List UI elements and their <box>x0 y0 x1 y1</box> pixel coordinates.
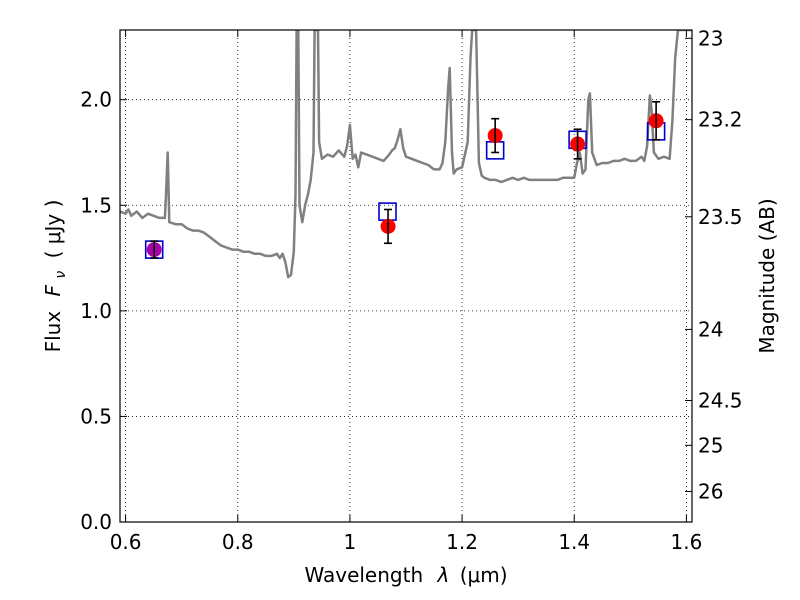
x-axis-title-symbol: λ <box>437 563 450 587</box>
mag-tick-label: 23.2 <box>698 108 743 132</box>
x-tick-label: 1.2 <box>446 530 478 554</box>
plot-frame <box>119 29 693 523</box>
grid <box>120 30 692 523</box>
y-axis-title-prefix: Flux <box>41 311 65 353</box>
x-tick-label: 1 <box>344 530 357 554</box>
y-tick-label: 0.5 <box>80 404 112 428</box>
y-tick-label: 1.0 <box>80 299 112 323</box>
y-axis-title-symbol: F <box>41 284 65 296</box>
mag-tick-label: 24 <box>698 317 723 341</box>
y-tick-label: 0.0 <box>80 510 112 534</box>
x-axis-title-unit: (μm) <box>460 563 508 587</box>
photometry-markers <box>144 100 666 259</box>
mag-tick-label: 24.5 <box>698 388 743 412</box>
x-tick-label: 0.6 <box>110 530 142 554</box>
x-axis-title: Wavelength λ (μm) <box>304 563 507 587</box>
model-spectrum <box>120 30 692 279</box>
x-tick-label: 1.4 <box>558 530 590 554</box>
y-axis-title-unit: ( μJy ) <box>41 200 65 259</box>
axis-ticks: 0.6 0.8 1 1.2 1.4 1.6 0.0 0.5 1.0 1.5 2.0 23 23.2 23.… <box>80 26 742 554</box>
spectrum-line <box>120 30 692 279</box>
mag-tick-label: 23 <box>698 26 723 50</box>
x-tick-label: 0.8 <box>222 530 254 554</box>
mag-tick-label: 23.5 <box>698 205 743 229</box>
y-tick-label: 1.5 <box>80 193 112 217</box>
mag-tick-label: 26 <box>698 479 723 503</box>
y-axis-title: Flux F ν ( μJy ) <box>41 200 70 353</box>
y2-axis-title: Magnitude (AB) <box>755 198 779 353</box>
y-tick-label: 2.0 <box>80 88 112 112</box>
x-axis-title-prefix: Wavelength <box>304 563 423 587</box>
x-tick-label: 1.6 <box>670 530 702 554</box>
y-axis-title-sub: ν <box>53 271 69 279</box>
mag-tick-label: 25 <box>698 433 723 457</box>
